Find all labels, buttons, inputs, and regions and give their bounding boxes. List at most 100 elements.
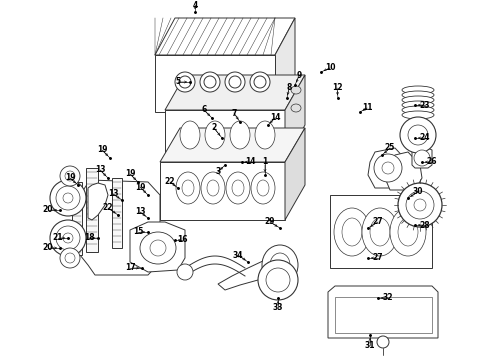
Polygon shape <box>88 183 108 220</box>
Polygon shape <box>412 148 432 168</box>
Polygon shape <box>86 168 98 252</box>
Ellipse shape <box>402 111 434 119</box>
Polygon shape <box>155 55 275 112</box>
Ellipse shape <box>390 208 426 256</box>
Ellipse shape <box>414 199 426 211</box>
Ellipse shape <box>50 180 86 216</box>
Polygon shape <box>155 18 295 55</box>
Ellipse shape <box>362 208 398 256</box>
Ellipse shape <box>258 260 298 300</box>
Polygon shape <box>160 162 285 220</box>
Text: 11: 11 <box>362 104 372 112</box>
Ellipse shape <box>255 121 275 149</box>
Ellipse shape <box>180 121 200 149</box>
Text: 14: 14 <box>270 113 280 122</box>
Text: 24: 24 <box>420 134 430 143</box>
Ellipse shape <box>291 104 301 112</box>
Ellipse shape <box>63 233 73 243</box>
Text: 14: 14 <box>245 158 255 166</box>
Text: 13: 13 <box>135 207 145 216</box>
Text: 31: 31 <box>365 341 375 350</box>
Polygon shape <box>72 182 82 255</box>
Ellipse shape <box>377 336 389 348</box>
Polygon shape <box>112 178 122 248</box>
Polygon shape <box>368 148 410 188</box>
Text: 5: 5 <box>175 77 180 86</box>
Text: 17: 17 <box>124 264 135 273</box>
Ellipse shape <box>408 125 428 145</box>
Text: 13: 13 <box>95 166 105 175</box>
Text: 8: 8 <box>286 84 292 93</box>
Text: 27: 27 <box>373 253 383 262</box>
Text: 2: 2 <box>211 123 217 132</box>
Text: 19: 19 <box>135 183 145 192</box>
Ellipse shape <box>414 150 430 166</box>
Text: 9: 9 <box>296 72 302 81</box>
Polygon shape <box>218 252 275 290</box>
Text: 21: 21 <box>53 234 63 243</box>
Polygon shape <box>165 75 305 110</box>
Ellipse shape <box>257 180 269 196</box>
Text: 30: 30 <box>413 188 423 197</box>
Ellipse shape <box>402 101 434 109</box>
Text: 25: 25 <box>385 144 395 153</box>
Text: 20: 20 <box>43 243 53 252</box>
Ellipse shape <box>402 106 434 114</box>
Ellipse shape <box>65 171 75 181</box>
Ellipse shape <box>177 264 193 280</box>
Ellipse shape <box>226 172 250 204</box>
Ellipse shape <box>175 72 195 92</box>
Text: 15: 15 <box>133 228 143 237</box>
Polygon shape <box>275 18 295 112</box>
Polygon shape <box>330 195 432 268</box>
Ellipse shape <box>140 232 176 264</box>
Polygon shape <box>335 297 432 333</box>
Text: 26: 26 <box>427 158 437 166</box>
Ellipse shape <box>182 180 194 196</box>
Ellipse shape <box>402 86 434 94</box>
Ellipse shape <box>176 172 200 204</box>
Ellipse shape <box>56 226 80 250</box>
Ellipse shape <box>60 166 80 186</box>
Polygon shape <box>285 75 305 160</box>
Ellipse shape <box>382 162 394 174</box>
Ellipse shape <box>370 218 390 246</box>
Text: 22: 22 <box>103 203 113 212</box>
Ellipse shape <box>374 154 402 182</box>
Ellipse shape <box>179 76 191 88</box>
Ellipse shape <box>251 172 275 204</box>
Ellipse shape <box>291 86 301 94</box>
Polygon shape <box>80 180 160 275</box>
Ellipse shape <box>50 220 86 256</box>
Text: 34: 34 <box>233 251 243 260</box>
Text: 20: 20 <box>43 206 53 215</box>
Text: 29: 29 <box>265 217 275 226</box>
Text: 22: 22 <box>165 177 175 186</box>
Text: 4: 4 <box>193 0 197 9</box>
Polygon shape <box>165 110 285 160</box>
Text: 10: 10 <box>325 63 335 72</box>
Ellipse shape <box>200 72 220 92</box>
Text: 1: 1 <box>262 158 268 166</box>
Text: 33: 33 <box>273 303 283 312</box>
Ellipse shape <box>150 240 166 256</box>
Ellipse shape <box>232 180 244 196</box>
Ellipse shape <box>254 76 266 88</box>
Ellipse shape <box>406 191 434 219</box>
Ellipse shape <box>270 253 290 277</box>
Ellipse shape <box>56 186 80 210</box>
Ellipse shape <box>63 193 73 203</box>
Text: 16: 16 <box>177 235 187 244</box>
Text: 18: 18 <box>84 234 94 243</box>
Text: 32: 32 <box>383 293 393 302</box>
Ellipse shape <box>266 268 290 292</box>
Text: 13: 13 <box>108 189 118 198</box>
Ellipse shape <box>60 248 80 268</box>
Text: 19: 19 <box>97 145 107 154</box>
Ellipse shape <box>65 253 75 263</box>
Text: 12: 12 <box>332 84 342 93</box>
Ellipse shape <box>250 72 270 92</box>
Ellipse shape <box>230 121 250 149</box>
Ellipse shape <box>204 76 216 88</box>
Ellipse shape <box>398 218 418 246</box>
